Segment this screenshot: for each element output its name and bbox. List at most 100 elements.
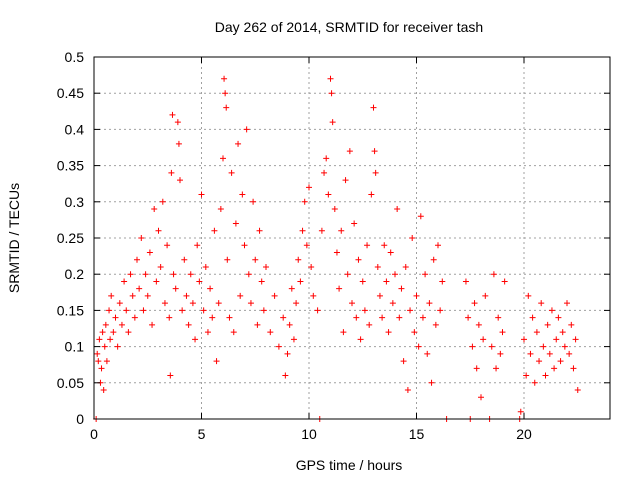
data-point: [114, 343, 121, 350]
data-point: [179, 307, 186, 314]
data-point: [138, 235, 145, 241]
data-point: [368, 191, 375, 198]
data-point: [344, 271, 351, 278]
data-point: [538, 300, 545, 307]
data-point: [432, 321, 439, 328]
data-point: [482, 292, 489, 299]
data-point: [308, 263, 315, 270]
y-axis: 0 0.05 0.1 0.15 0.2 0.25 0.3 0.35 0.4 0.45 0.5: [57, 49, 610, 427]
data-point: [267, 329, 274, 336]
data-point: [252, 256, 259, 263]
data-point: [359, 278, 366, 285]
data-point: [286, 321, 293, 328]
data-point: [183, 292, 190, 299]
data-point: [196, 278, 203, 285]
data-point: [189, 300, 196, 307]
x-tick-label: 15: [409, 426, 425, 442]
data-point: [501, 278, 508, 285]
data-point: [542, 372, 549, 379]
data-point: [329, 119, 336, 126]
data-point: [357, 336, 364, 343]
data-point: [551, 365, 558, 372]
data-point: [497, 350, 504, 357]
data-point: [398, 285, 405, 292]
data-point: [168, 169, 175, 176]
data-point: [527, 350, 534, 357]
data-point: [570, 365, 577, 372]
data-point: [428, 379, 435, 386]
data-point: [374, 263, 381, 270]
data-point: [495, 314, 502, 321]
data-point: [110, 329, 117, 336]
data-point: [415, 343, 422, 350]
data-point: [529, 314, 536, 321]
data-point: [548, 307, 555, 314]
data-point: [167, 372, 174, 379]
data-point: [439, 278, 446, 285]
data-point: [392, 271, 398, 278]
data-point: [574, 387, 581, 394]
data-point: [533, 329, 540, 336]
data-point: [490, 271, 497, 278]
data-point: [172, 285, 179, 292]
data-point: [301, 198, 308, 205]
x-axis-label: GPS time / hours: [296, 457, 403, 473]
data-point: [297, 278, 304, 285]
data-point: [383, 278, 390, 285]
data-point: [100, 387, 107, 394]
data-point: [462, 278, 469, 285]
data-point: [426, 300, 433, 307]
data-points: [93, 75, 581, 422]
data-point: [106, 307, 113, 314]
data-point: [328, 90, 335, 97]
data-point: [531, 379, 538, 386]
data-point: [435, 242, 441, 249]
data-point: [118, 321, 125, 328]
data-point: [402, 263, 409, 270]
data-point: [192, 336, 199, 343]
data-point: [387, 249, 394, 256]
data-point: [349, 300, 355, 307]
data-point: [221, 75, 228, 82]
data-point: [157, 263, 164, 270]
data-point: [250, 198, 257, 205]
data-point: [127, 271, 134, 278]
y-tick-label: 0.25: [57, 230, 84, 246]
data-point: [555, 314, 562, 321]
data-point: [164, 242, 171, 249]
data-point: [321, 169, 328, 176]
data-point: [241, 242, 248, 249]
data-point: [215, 300, 222, 307]
data-point: [465, 314, 472, 321]
x-tick-label: 10: [301, 426, 317, 442]
data-point: [557, 358, 564, 365]
data-point: [475, 321, 482, 328]
data-point: [123, 307, 130, 314]
data-point: [175, 140, 182, 147]
data-point: [351, 220, 358, 227]
y-tick-label: 0.2: [65, 266, 85, 282]
data-point: [198, 191, 205, 198]
y-tick-label: 0.15: [57, 302, 84, 318]
data-point: [361, 307, 368, 314]
x-axis: 0 5 10 15 20: [90, 57, 532, 442]
data-point: [299, 227, 306, 234]
y-tick-label: 0.5: [65, 49, 85, 65]
data-point: [271, 292, 278, 299]
data-point: [181, 256, 188, 263]
data-point: [372, 169, 379, 176]
y-tick-label: 0.4: [65, 121, 85, 137]
data-point: [376, 292, 383, 299]
data-point: [493, 365, 500, 372]
data-point: [207, 285, 214, 292]
data-point: [394, 206, 401, 213]
data-point: [471, 300, 478, 307]
x-tick-label: 0: [90, 426, 98, 442]
data-point: [187, 271, 194, 278]
data-point: [112, 314, 119, 321]
data-point: [284, 350, 291, 357]
data-point: [232, 220, 239, 227]
data-point: [228, 169, 235, 176]
data-point: [103, 358, 110, 365]
data-point: [102, 321, 109, 328]
